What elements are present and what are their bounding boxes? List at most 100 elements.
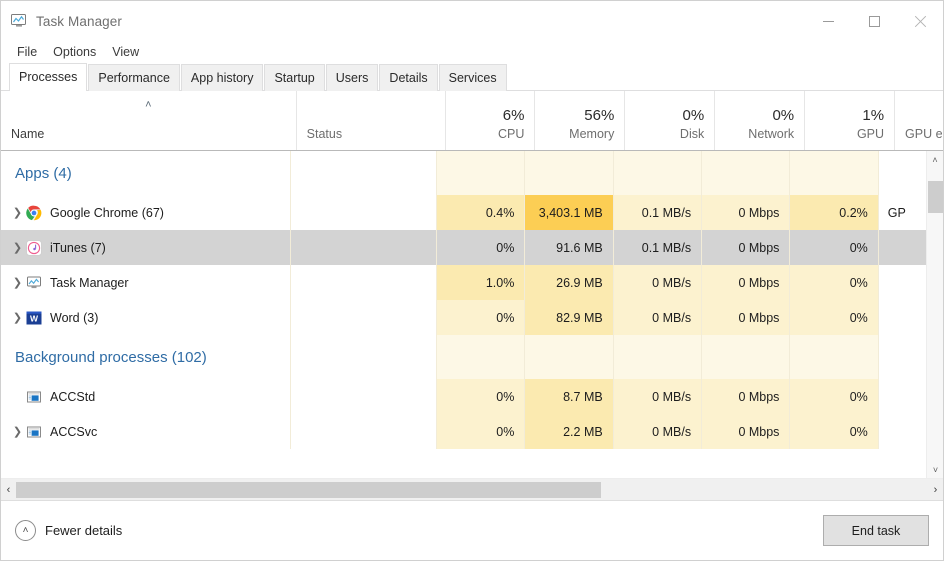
- cell-network: 0 Mbps: [701, 300, 790, 335]
- menu-item-options[interactable]: Options: [53, 45, 97, 59]
- scroll-down-arrow[interactable]: ˅: [932, 464, 939, 475]
- process-row[interactable]: ❯ W Word (3) 0% 82.9 MB 0 MB/s 0 Mbps 0%: [1, 300, 926, 335]
- expand-chevron-icon[interactable]: ❯: [12, 425, 23, 438]
- column-header-disk[interactable]: 0% Disk: [624, 91, 714, 150]
- scroll-left-arrow[interactable]: ‹: [6, 483, 11, 496]
- horizontal-scroll-thumb[interactable]: [16, 481, 601, 498]
- cell-name: ❯ Google Chrome (67): [1, 195, 291, 230]
- window-controls: [805, 1, 943, 41]
- cell-cpu: 1.0%: [436, 265, 525, 300]
- column-label-gpu-engine: GPU e: [905, 127, 943, 141]
- footer-bar: ˄ Fewer details End task: [1, 500, 943, 560]
- column-label-cpu: CPU: [498, 127, 525, 141]
- column-label-disk: Disk: [679, 127, 705, 141]
- end-task-button[interactable]: End task: [823, 515, 929, 546]
- process-name: Task Manager: [50, 275, 129, 290]
- menu-bar: File Options View: [1, 41, 943, 63]
- column-label-status: Status: [306, 127, 343, 141]
- cell-gpu-engine: [877, 265, 926, 300]
- cell-disk: 0.1 MB/s: [612, 230, 702, 265]
- process-row[interactable]: ❯ iTunes (7) 0% 91.6 MB 0.1 MB/s 0 Mbps 0%: [1, 230, 926, 265]
- cell-name: ❯ ACCSvc: [1, 414, 291, 449]
- tab-details[interactable]: Details: [379, 64, 438, 91]
- tab-users[interactable]: Users: [325, 64, 379, 91]
- fewer-details-button[interactable]: ˄ Fewer details: [15, 520, 122, 541]
- chrome-icon: [26, 205, 42, 221]
- tab-performance[interactable]: Performance: [88, 64, 180, 91]
- column-label-network: Network: [748, 127, 795, 141]
- cell-gpu-engine: [877, 414, 926, 449]
- word-icon: W: [26, 310, 42, 326]
- process-table: Apps (4) ❯ Google Chrome (67) 0.4% 3,403.1 M…: [1, 151, 943, 478]
- process-row[interactable]: ❯ Google Chrome (67) 0.4% 3,403.1 MB 0.1 MB/…: [1, 195, 926, 230]
- column-header-status[interactable]: Status: [295, 91, 445, 150]
- cell-name: ACCStd: [1, 379, 291, 414]
- column-header-network[interactable]: 0% Network: [714, 91, 804, 150]
- close-button[interactable]: [897, 1, 943, 41]
- cell-name: ❯ Task Manager: [1, 265, 291, 300]
- fewer-details-label: Fewer details: [45, 523, 123, 538]
- menu-item-view[interactable]: View: [112, 45, 140, 59]
- group-header-row[interactable]: Background processes (102): [1, 335, 926, 379]
- horizontal-scrollbar[interactable]: ‹ ›: [1, 478, 943, 500]
- column-header-cpu[interactable]: 6% CPU: [444, 91, 535, 150]
- process-row[interactable]: ❯ Task Manager 1.0% 26.9 MB 0 MB/s 0 Mbps 0%: [1, 265, 926, 300]
- cell-gpu-engine: GP: [877, 195, 926, 230]
- column-header-name[interactable]: ˄ Name: [1, 91, 296, 150]
- window-title: Task Manager: [36, 13, 122, 29]
- column-label-name: Name: [11, 127, 45, 141]
- cell-memory: [524, 151, 613, 195]
- column-header-gpu[interactable]: 1% GPU: [804, 91, 894, 150]
- scroll-right-arrow[interactable]: ›: [933, 483, 938, 496]
- process-name: ACCStd: [50, 389, 96, 404]
- cell-memory: 82.9 MB: [524, 300, 613, 335]
- expand-chevron-icon[interactable]: ❯: [12, 311, 23, 324]
- expand-chevron-icon[interactable]: ❯: [12, 276, 23, 289]
- column-total-network: 0%: [772, 107, 795, 124]
- column-label-memory: Memory: [569, 127, 615, 141]
- cell-gpu: 0%: [789, 414, 878, 449]
- expand-chevron-icon[interactable]: ❯: [12, 206, 23, 219]
- cell-cpu: 0%: [436, 230, 525, 265]
- process-rows: Apps (4) ❯ Google Chrome (67) 0.4% 3,403.1 M…: [1, 151, 926, 478]
- group-header-row[interactable]: Apps (4): [1, 151, 926, 195]
- tab-app-history[interactable]: App history: [180, 64, 264, 91]
- process-name: ACCSvc: [50, 424, 98, 439]
- column-header-row: ˄ Name Status 6% CPU 56% Memory 0% Disk …: [1, 91, 943, 151]
- cell-network: 0 Mbps: [701, 230, 790, 265]
- cell-name: Apps (4): [1, 151, 291, 195]
- vertical-scroll-thumb[interactable]: [928, 181, 943, 213]
- cell-gpu: 0%: [789, 379, 878, 414]
- vertical-scrollbar[interactable]: ˄ ˅: [926, 151, 943, 478]
- column-header-memory[interactable]: 56% Memory: [534, 91, 624, 150]
- expand-chevron-icon[interactable]: ❯: [12, 241, 23, 254]
- tab-startup[interactable]: Startup: [264, 64, 325, 91]
- group-title: Apps (4): [15, 164, 72, 182]
- cell-disk: 0.1 MB/s: [612, 195, 702, 230]
- cell-status: [290, 151, 436, 195]
- horizontal-scroll-track[interactable]: [16, 479, 928, 501]
- cell-name: Background processes (102): [1, 335, 291, 379]
- svg-text:W: W: [30, 313, 39, 323]
- menu-item-file[interactable]: File: [17, 45, 38, 59]
- process-row[interactable]: ACCStd 0% 8.7 MB 0 MB/s 0 Mbps 0%: [1, 379, 926, 414]
- generic-app-icon: [26, 424, 42, 440]
- column-header-gpu-engine[interactable]: GPU e: [894, 91, 943, 150]
- cell-gpu-engine: [877, 151, 926, 195]
- maximize-button[interactable]: [851, 1, 897, 41]
- cell-gpu-engine: [877, 300, 926, 335]
- scroll-up-arrow[interactable]: ˄: [932, 154, 938, 165]
- tab-strip: Processes Performance App history Startu…: [1, 63, 943, 91]
- cell-cpu: 0%: [436, 379, 525, 414]
- tab-processes[interactable]: Processes: [9, 63, 88, 91]
- column-total-memory: 56%: [584, 107, 615, 124]
- minimize-button[interactable]: [805, 1, 851, 41]
- cell-network: 0 Mbps: [701, 265, 790, 300]
- cell-disk: 0 MB/s: [612, 265, 702, 300]
- cell-memory: 3,403.1 MB: [524, 195, 613, 230]
- column-total-gpu: 1%: [862, 107, 885, 124]
- process-row[interactable]: ❯ ACCSvc 0% 2.2 MB 0 MB/s 0 Mbps 0%: [1, 414, 926, 449]
- close-icon: [914, 15, 927, 28]
- chevron-up-circle-icon: ˄: [15, 520, 36, 541]
- tab-services[interactable]: Services: [438, 64, 507, 91]
